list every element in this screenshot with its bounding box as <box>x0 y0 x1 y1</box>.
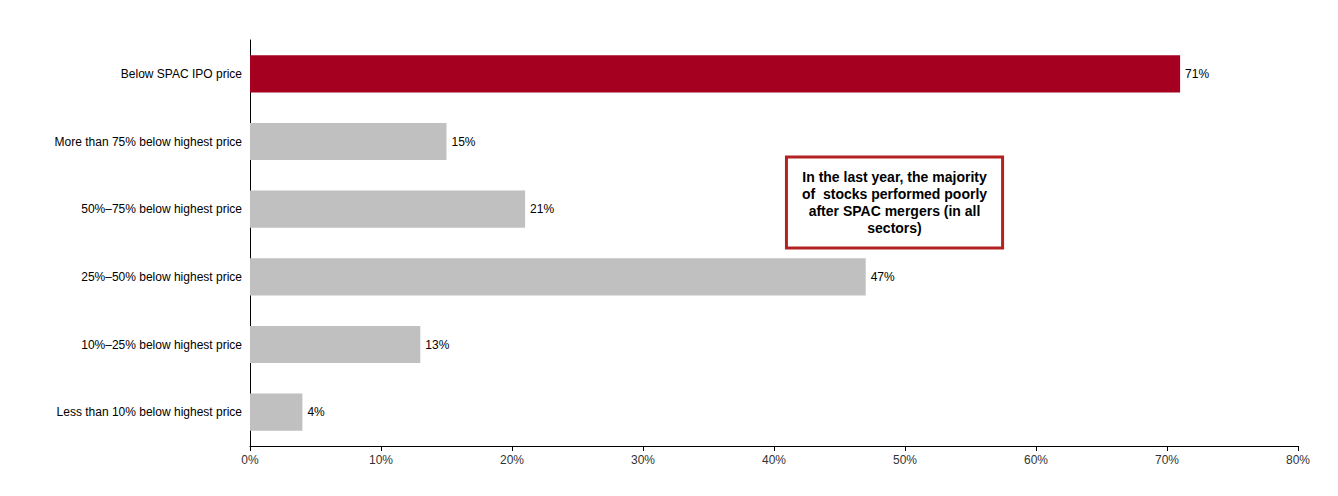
svg-text:13%: 13% <box>425 338 449 352</box>
svg-text:0%: 0% <box>241 453 259 467</box>
svg-text:10%–25% below highest price: 10%–25% below highest price <box>81 338 242 352</box>
svg-text:More than 75% below highest pr: More than 75% below highest price <box>55 135 243 149</box>
svg-text:Less than 10% below highest pr: Less than 10% below highest price <box>57 405 243 419</box>
svg-text:60%: 60% <box>1024 453 1048 467</box>
svg-text:10%: 10% <box>369 453 393 467</box>
svg-text:71%: 71% <box>1185 67 1209 81</box>
svg-text:In the last year, the majority: In the last year, the majority <box>802 169 987 185</box>
svg-text:50%–75% below highest price: 50%–75% below highest price <box>81 202 242 216</box>
svg-text:20%: 20% <box>500 453 524 467</box>
svg-text:50%: 50% <box>893 453 917 467</box>
svg-text:15%: 15% <box>452 135 476 149</box>
svg-text:21%: 21% <box>530 202 554 216</box>
svg-text:80%: 80% <box>1286 453 1310 467</box>
svg-text:sectors): sectors) <box>867 220 921 236</box>
svg-text:Below SPAC IPO price: Below SPAC IPO price <box>121 67 242 81</box>
svg-text:25%–50% below highest price: 25%–50% below highest price <box>81 270 242 284</box>
svg-text:of stocks performed poorly: of stocks performed poorly <box>802 186 987 202</box>
svg-text:70%: 70% <box>1155 453 1179 467</box>
svg-text:4%: 4% <box>307 405 325 419</box>
svg-text:30%: 30% <box>631 453 655 467</box>
svg-text:47%: 47% <box>871 270 895 284</box>
svg-text:40%: 40% <box>762 453 786 467</box>
svg-text:after SPAC mergers (in all: after SPAC mergers (in all <box>809 203 981 219</box>
